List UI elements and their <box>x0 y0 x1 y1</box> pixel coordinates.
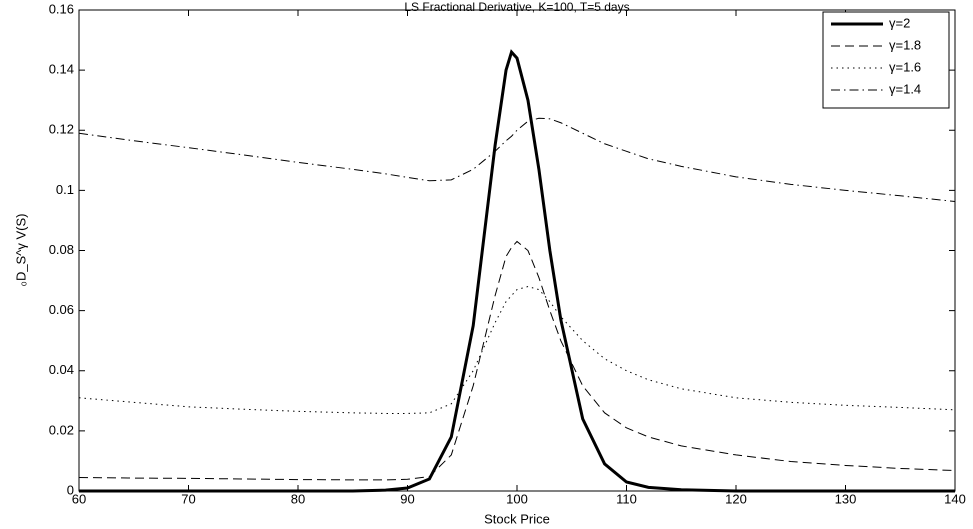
x-tick-label: 120 <box>725 491 747 506</box>
data-line <box>78 240 956 481</box>
x-tick-label: 110 <box>616 491 637 506</box>
y-tick-label: 0.08 <box>49 242 74 257</box>
x-tick-label: 100 <box>506 491 528 506</box>
legend-label: γ=2 <box>889 15 910 30</box>
x-axis-label: Stock Price <box>484 511 550 526</box>
legend-label: γ=1.4 <box>889 81 921 96</box>
y-tick-label: 0.16 <box>49 1 74 16</box>
chart-title: LS Fractional Derivative, K=100, T=5 day… <box>404 0 629 14</box>
y-tick-label: 0.02 <box>49 422 74 437</box>
y-tick-label: 0.12 <box>49 122 74 137</box>
data-line <box>78 286 956 414</box>
y-tick-label: 0 <box>67 482 74 497</box>
x-tick-label: 90 <box>400 491 414 506</box>
x-tick-label: 70 <box>181 491 195 506</box>
x-tick-label: 80 <box>291 491 305 506</box>
y-tick-label: 0.06 <box>49 302 74 317</box>
data-line <box>79 49 955 493</box>
legend-label: γ=1.8 <box>889 37 921 52</box>
y-axis-label: ₀D_S^γ V(S) <box>13 214 28 287</box>
x-tick-label: 140 <box>944 491 966 506</box>
x-tick-label: 130 <box>835 491 857 506</box>
y-tick-label: 0.14 <box>49 62 74 77</box>
data-line <box>78 117 956 202</box>
legend-box <box>822 11 950 109</box>
x-tick-label: 60 <box>72 491 86 506</box>
legend-label: γ=1.6 <box>889 59 921 74</box>
y-tick-label: 0.1 <box>56 182 74 197</box>
y-tick-label: 0.04 <box>49 362 74 377</box>
